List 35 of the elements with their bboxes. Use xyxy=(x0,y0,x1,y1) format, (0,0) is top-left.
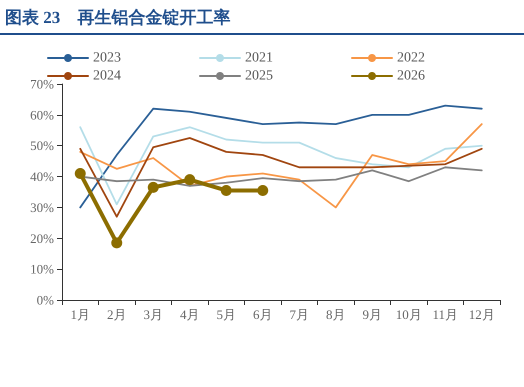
point xyxy=(184,174,196,186)
point xyxy=(74,168,86,179)
x-tick-label: 11月 xyxy=(432,307,458,322)
point xyxy=(257,184,268,196)
legend-label: 2022 xyxy=(397,50,425,66)
y-tick-label: 40% xyxy=(30,169,54,184)
x-tick-label: 8月 xyxy=(326,307,346,322)
line-series xyxy=(79,104,483,208)
x-tick-label: 12月 xyxy=(468,307,495,322)
legend-label: 2021 xyxy=(245,50,273,66)
x-tick-label: 5月 xyxy=(216,307,236,322)
y-tick-label: 70% xyxy=(30,76,54,92)
point xyxy=(220,184,232,196)
x-tick-label: 6月 xyxy=(253,307,272,322)
x-tick-label: 3月 xyxy=(144,307,163,322)
y-tick-label: 60% xyxy=(30,107,54,122)
chart-title: 图表 23 再生铝合金锭开工率 xyxy=(5,8,230,27)
y-tick-label: 20% xyxy=(30,230,54,246)
y-tick-label: 0% xyxy=(36,292,54,308)
x-tick-label: 1月 xyxy=(70,307,90,322)
point xyxy=(148,182,159,193)
x-tick-label: 4月 xyxy=(180,307,200,322)
x-tick-label: 10月 xyxy=(396,307,422,322)
y-tick-label: 50% xyxy=(30,138,54,154)
point xyxy=(111,237,122,248)
legend-label: 2026 xyxy=(397,68,425,84)
line-series xyxy=(79,137,483,218)
x-tick-label: 9月 xyxy=(362,307,382,322)
x-tick-label: 7月 xyxy=(290,307,309,322)
y-tick-label: 10% xyxy=(30,262,54,277)
legend-label: 2024 xyxy=(93,68,121,84)
x-tick-label: 2月 xyxy=(107,307,126,322)
legend-label: 2023 xyxy=(93,50,121,66)
legend-label: 2025 xyxy=(245,68,273,84)
y-tick-label: 30% xyxy=(30,200,54,215)
